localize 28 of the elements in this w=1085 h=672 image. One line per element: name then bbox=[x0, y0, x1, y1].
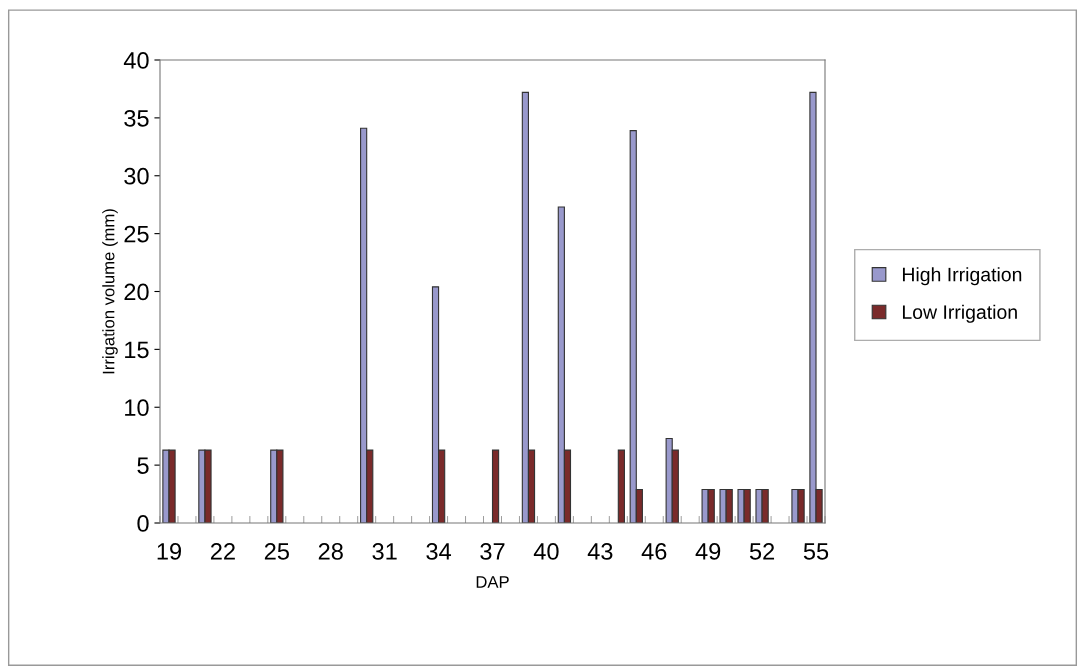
x-tick-label: 43 bbox=[587, 543, 613, 560]
y-tick-label: 10 bbox=[125, 399, 149, 417]
x-tick-label: 49 bbox=[695, 543, 721, 560]
y-tick-label: 40 bbox=[123, 52, 149, 69]
x-tick-label: 52 bbox=[749, 543, 775, 560]
x-tick-label: 28 bbox=[318, 543, 343, 560]
x-tick-label: 34 bbox=[426, 543, 452, 560]
x-tick-label: 19 bbox=[157, 543, 181, 560]
y-tick-label: 25 bbox=[124, 225, 149, 243]
x-tick-label: 55 bbox=[803, 543, 829, 560]
x-tick-label: 46 bbox=[641, 543, 667, 560]
x-tick-label: 37 bbox=[480, 543, 505, 560]
legend-label: Low Irrigation bbox=[902, 304, 1017, 323]
y-tick-label: 20 bbox=[124, 283, 149, 301]
y-tick-label: 30 bbox=[124, 167, 149, 185]
x-tick-label: 40 bbox=[533, 543, 559, 560]
x-axis-title: DAP bbox=[476, 576, 509, 588]
x-tick-label: 25 bbox=[264, 543, 289, 560]
x-tick-label: 22 bbox=[210, 543, 235, 560]
y-tick-label: 15 bbox=[125, 341, 149, 359]
y-tick-label: 5 bbox=[137, 457, 149, 474]
bar bbox=[617, 449, 625, 523]
x-tick-label: 31 bbox=[372, 543, 397, 560]
y-axis-title: Irrigation volume (mm) bbox=[102, 209, 118, 374]
y-tick-label: 0 bbox=[137, 515, 149, 532]
bar bbox=[491, 449, 500, 523]
legend-label: High Irrigation bbox=[902, 267, 1022, 286]
y-tick-label: 35 bbox=[124, 109, 149, 127]
